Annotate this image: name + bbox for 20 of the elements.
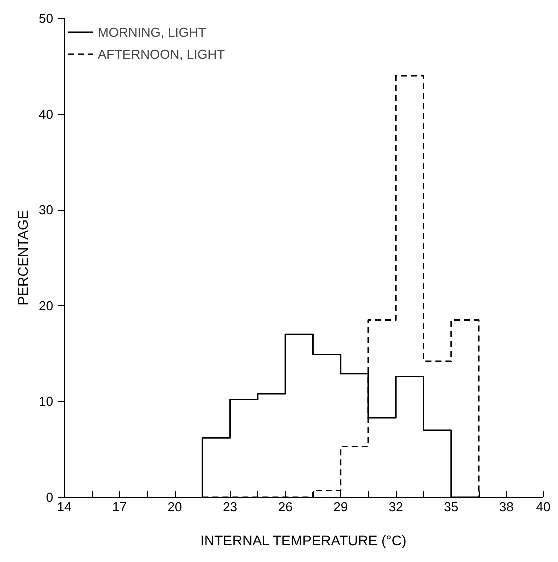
y-tick-label: 40 <box>39 106 54 122</box>
x-tick-label: 32 <box>388 500 404 514</box>
x-tick-label: 35 <box>444 500 459 514</box>
x-tick-label: 17 <box>112 500 128 514</box>
y-tick-label: 30 <box>39 202 54 218</box>
x-tick-label: 20 <box>168 500 182 514</box>
y-tick-label: 0 <box>46 490 54 505</box>
x-tick-label: 26 <box>278 500 293 514</box>
legend-label: AFTERNOON, LIGHT <box>98 46 226 62</box>
x-axis-title: INTERNAL TEMPERATURE (°C) <box>200 532 407 548</box>
x-tick-label: 23 <box>223 500 238 514</box>
y-tick-label: 50 <box>39 11 54 26</box>
y-tick-label: 20 <box>39 298 54 314</box>
x-tick-label: 14 <box>57 500 72 514</box>
x-tick-label: 29 <box>334 500 348 514</box>
y-tick-label: 10 <box>39 394 54 410</box>
y-axis-title: PERCENTAGE <box>15 210 32 306</box>
legend-label: MORNING, LIGHT <box>98 24 206 40</box>
x-tick-label: 38 <box>499 500 514 514</box>
x-tick-label: 40 <box>536 500 551 514</box>
